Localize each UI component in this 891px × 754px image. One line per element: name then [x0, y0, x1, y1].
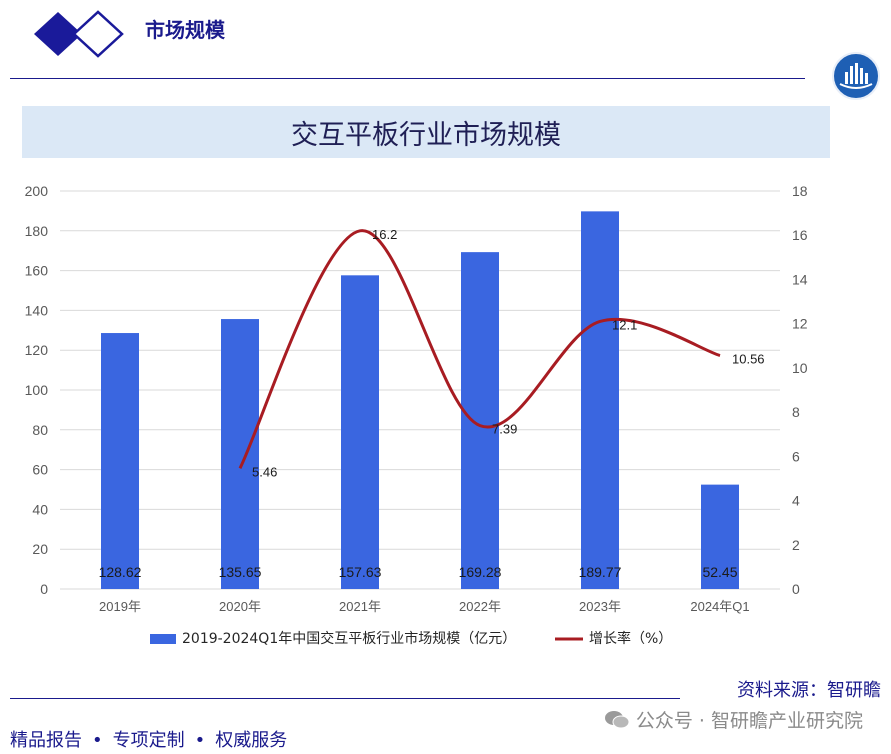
source-note: 资料来源：智研瞻 — [737, 680, 881, 701]
y-left-tick-label: 140 — [25, 302, 49, 318]
line-data-label: 7.39 — [492, 422, 517, 437]
y-left-tick-label: 180 — [25, 223, 49, 239]
y-left-tick-label: 200 — [25, 183, 49, 199]
bar — [461, 252, 499, 589]
x-tick-label: 2019年 — [99, 599, 141, 614]
combo-chart: 0 20 40 60 80 100 120 140 160 180 200 0 2 4 6 8 10 12 14 16… — [25, 183, 808, 647]
bar-data-label: 128.62 — [99, 564, 142, 580]
y-left-tick-label: 20 — [32, 541, 48, 557]
footer-item: 精品报告 — [10, 730, 82, 751]
footer-divider — [10, 698, 680, 699]
y-left-tick-label: 160 — [25, 263, 49, 279]
footer-tagline: 精品报告 • 专项定制 • 权威服务 — [10, 730, 288, 751]
x-tick-label: 2022年 — [459, 599, 501, 614]
bar — [341, 275, 379, 589]
legend-line-label: 增长率（%） — [589, 630, 672, 647]
x-tick-label: 2024年Q1 — [690, 599, 749, 614]
bar-data-label: 157.63 — [339, 564, 382, 580]
bar-data-label: 52.45 — [702, 564, 737, 580]
line-data-label: 5.46 — [252, 464, 277, 479]
x-tick-label: 2023年 — [579, 599, 621, 614]
y-right-tick-label: 0 — [792, 581, 800, 597]
y-right-tick-label: 8 — [792, 404, 800, 420]
footer-item: 权威服务 — [215, 730, 288, 751]
watermark-text: 公众号 · 智研瞻产业研究院 — [635, 710, 863, 732]
x-tick-label: 2020年 — [219, 599, 261, 614]
y-right-tick-label: 2 — [792, 537, 800, 553]
y-right-tick-label: 4 — [792, 493, 800, 509]
y-left-tick-label: 100 — [25, 382, 49, 398]
bar — [581, 211, 619, 589]
y-right-tick-label: 14 — [792, 271, 808, 287]
line-data-label: 16.2 — [372, 227, 397, 242]
y-right-tick-label: 10 — [792, 360, 808, 376]
line-data-label: 10.56 — [732, 352, 765, 367]
header-divider — [10, 78, 805, 79]
y-right-tick-label: 18 — [792, 183, 808, 199]
y-right-tick-label: 16 — [792, 227, 808, 243]
logo-diamonds-icon — [34, 10, 124, 58]
legend-bar-swatch — [150, 634, 176, 644]
bar — [221, 319, 259, 589]
y-left-tick-label: 120 — [25, 342, 49, 358]
y-left-tick-label: 80 — [32, 422, 48, 438]
chart-title: 交互平板行业市场规模 — [291, 119, 561, 151]
growth-rate-line — [238, 229, 721, 469]
y-left-tick-label: 0 — [40, 581, 48, 597]
x-tick-label: 2021年 — [339, 599, 381, 614]
chart-title-band: 交互平板行业市场规模 — [22, 106, 830, 158]
legend-bar-label: 2019-2024Q1年中国交互平板行业市场规模（亿元） — [182, 630, 516, 647]
line-data-label: 12.1 — [612, 317, 637, 332]
page-header-title: 市场规模 — [145, 18, 225, 42]
y-left-tick-label: 60 — [32, 462, 48, 478]
footer-item: 专项定制 — [112, 730, 185, 751]
y-right-tick-label: 12 — [792, 316, 808, 332]
bar-data-label: 169.28 — [459, 564, 502, 580]
y-right-tick-label: 6 — [792, 448, 800, 464]
bar-data-label: 189.77 — [579, 564, 622, 580]
bar — [701, 484, 739, 589]
wechat-icon — [604, 710, 630, 728]
bar-data-label: 135.65 — [219, 564, 262, 580]
y-left-tick-label: 40 — [32, 501, 48, 517]
watermark: 公众号 · 智研瞻产业研究院 — [604, 706, 863, 733]
bar — [101, 333, 139, 589]
brand-badge-icon — [832, 52, 880, 100]
